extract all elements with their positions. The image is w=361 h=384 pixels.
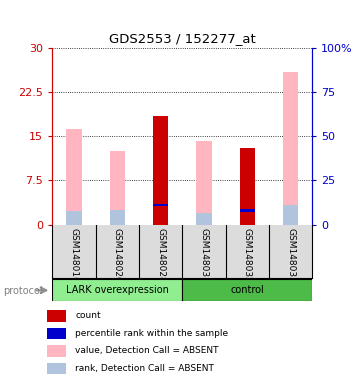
Text: GSM148016: GSM148016 [70, 228, 78, 283]
Bar [110, 210, 125, 225]
Text: GSM148031: GSM148031 [200, 228, 208, 283]
Bar [66, 210, 82, 225]
Bar [66, 129, 82, 225]
Text: GSM148035: GSM148035 [286, 228, 295, 283]
Text: protocol: protocol [4, 286, 43, 296]
Text: count: count [75, 311, 101, 321]
Bar [52, 279, 182, 301]
Text: percentile rank within the sample: percentile rank within the sample [75, 329, 228, 338]
Bar [47, 362, 66, 374]
Bar [153, 205, 168, 225]
Bar [283, 205, 298, 225]
Bar [47, 310, 66, 322]
Bar [110, 151, 125, 225]
Text: control: control [230, 285, 264, 295]
Text: value, Detection Call = ABSENT: value, Detection Call = ABSENT [75, 346, 219, 356]
Bar [182, 279, 312, 301]
Text: GSM148026: GSM148026 [113, 228, 122, 283]
Bar [47, 328, 66, 339]
Text: GSM148028: GSM148028 [156, 228, 165, 283]
Bar [240, 148, 255, 225]
Bar [240, 210, 255, 212]
Bar [196, 213, 212, 225]
Bar [153, 116, 168, 225]
Bar [283, 71, 298, 225]
Bar [240, 210, 255, 225]
Text: rank, Detection Call = ABSENT: rank, Detection Call = ABSENT [75, 364, 214, 373]
Bar [196, 141, 212, 225]
Text: LARK overexpression: LARK overexpression [66, 285, 169, 295]
Title: GDS2553 / 152277_at: GDS2553 / 152277_at [109, 32, 256, 45]
Bar [240, 148, 255, 225]
Bar [153, 116, 168, 225]
Text: GSM148032: GSM148032 [243, 228, 252, 283]
Bar [153, 204, 168, 206]
Bar [47, 345, 66, 357]
